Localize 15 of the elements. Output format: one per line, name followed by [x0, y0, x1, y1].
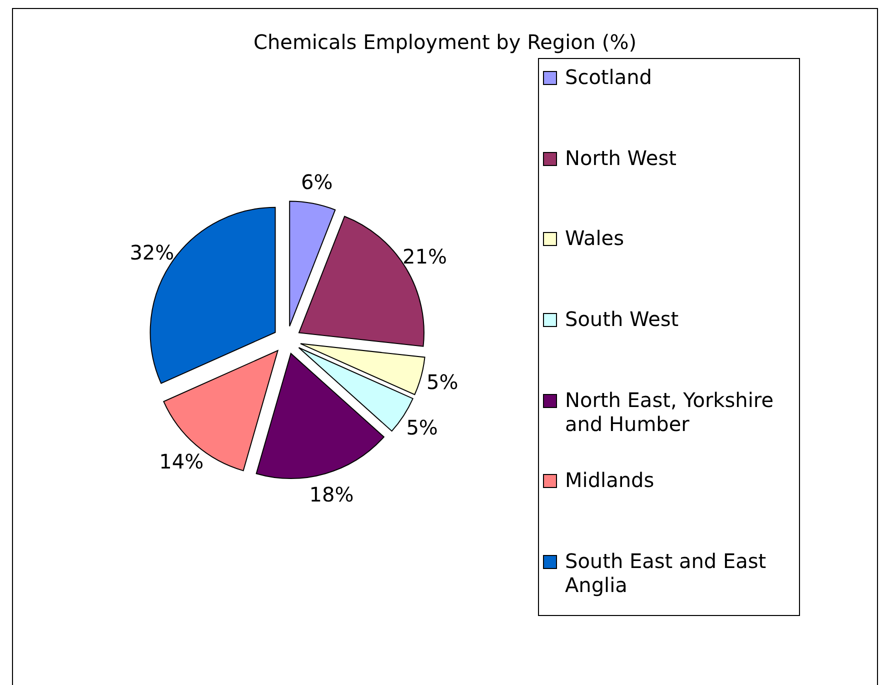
data-label: 14%: [159, 450, 204, 474]
data-label: 21%: [402, 244, 447, 269]
data-label: 18%: [309, 482, 354, 507]
data-label: 32%: [130, 240, 174, 264]
data-label: 5%: [406, 416, 438, 440]
data-label: 5%: [426, 370, 458, 394]
legend-label: South East and East Anglia: [565, 548, 768, 597]
legend-label: Scotland: [565, 65, 652, 89]
legend-label: North West: [565, 146, 676, 170]
legend-label: North East, Yorkshire and Humber: [565, 388, 775, 436]
chart-title: Chemicals Employment by Region (%): [252, 30, 638, 54]
legend-label: Wales: [565, 226, 624, 250]
legend-label: South West: [565, 306, 679, 331]
legend-label: Midlands: [565, 468, 654, 492]
data-label: 6%: [301, 170, 333, 194]
